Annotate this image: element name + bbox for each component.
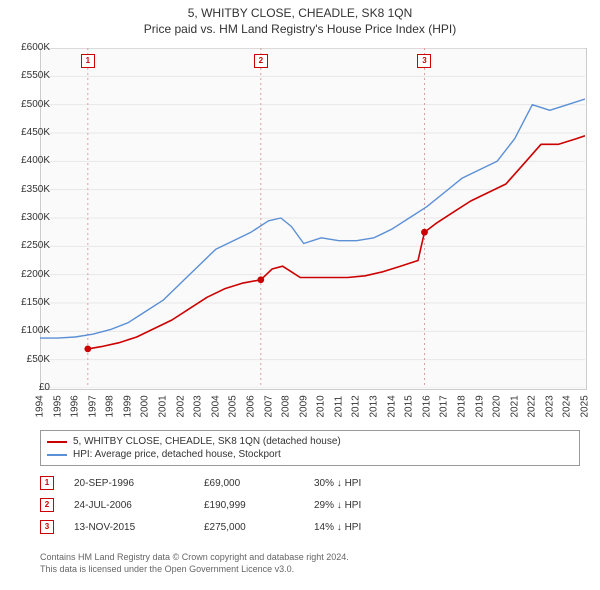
x-tick-label: 2011 [333, 398, 344, 418]
x-tick-label: 2010 [316, 398, 327, 418]
legend-item: 5, WHITBY CLOSE, CHEADLE, SK8 1QN (detac… [47, 435, 573, 448]
footer: Contains HM Land Registry data © Crown c… [40, 552, 580, 575]
x-tick-label: 2016 [421, 398, 432, 418]
x-tick-label: 2012 [351, 398, 362, 418]
legend: 5, WHITBY CLOSE, CHEADLE, SK8 1QN (detac… [40, 430, 580, 466]
sale-row-marker: 1 [40, 476, 54, 490]
x-tick-label: 2018 [456, 398, 467, 418]
x-tick-label: 1997 [87, 398, 98, 418]
y-tick-label: £50K [4, 354, 50, 365]
x-tick-label: 2019 [474, 398, 485, 418]
legend-label: HPI: Average price, detached house, Stoc… [73, 449, 281, 460]
x-tick-label: 2024 [562, 398, 573, 418]
footer-line: Contains HM Land Registry data © Crown c… [40, 552, 580, 564]
sale-marker-box: 2 [254, 54, 268, 68]
sale-marker-box: 1 [81, 54, 95, 68]
sale-row-price: £190,999 [204, 500, 294, 511]
x-tick-label: 2006 [245, 398, 256, 418]
x-tick-label: 2017 [439, 398, 450, 418]
y-tick-label: £500K [4, 99, 50, 110]
legend-swatch [47, 454, 67, 456]
x-tick-label: 2005 [228, 398, 239, 418]
chart-container: 5, WHITBY CLOSE, CHEADLE, SK8 1QN Price … [0, 0, 600, 590]
x-tick-label: 2007 [263, 398, 274, 418]
y-tick-label: £350K [4, 184, 50, 195]
x-tick-label: 2015 [404, 398, 415, 418]
y-tick-label: £400K [4, 155, 50, 166]
x-tick-label: 2025 [580, 398, 591, 418]
legend-label: 5, WHITBY CLOSE, CHEADLE, SK8 1QN (detac… [73, 436, 341, 447]
sale-row-price: £275,000 [204, 522, 294, 533]
chart-title: 5, WHITBY CLOSE, CHEADLE, SK8 1QN [0, 0, 600, 20]
plot-svg [40, 48, 585, 388]
x-tick-label: 2020 [492, 398, 503, 418]
sale-row-price: £69,000 [204, 478, 294, 489]
legend-swatch [47, 441, 67, 443]
y-tick-label: £300K [4, 212, 50, 223]
y-tick-label: £600K [4, 42, 50, 53]
y-tick-label: £100K [4, 325, 50, 336]
sale-row-date: 13-NOV-2015 [74, 522, 184, 533]
x-tick-label: 2014 [386, 398, 397, 418]
sale-row-date: 24-JUL-2006 [74, 500, 184, 511]
sale-marker-box: 3 [417, 54, 431, 68]
x-tick-label: 1998 [105, 398, 116, 418]
y-tick-label: £250K [4, 240, 50, 251]
x-tick-label: 2003 [193, 398, 204, 418]
x-tick-label: 2008 [281, 398, 292, 418]
x-tick-label: 1995 [52, 398, 63, 418]
x-tick-label: 2000 [140, 398, 151, 418]
y-tick-label: £0 [4, 382, 50, 393]
x-tick-label: 2004 [210, 398, 221, 418]
sale-row-marker: 3 [40, 520, 54, 534]
chart-subtitle: Price paid vs. HM Land Registry's House … [0, 20, 600, 40]
x-tick-label: 2022 [527, 398, 538, 418]
y-tick-label: £550K [4, 70, 50, 81]
x-tick-label: 1999 [122, 398, 133, 418]
footer-line: This data is licensed under the Open Gov… [40, 564, 580, 576]
x-tick-label: 1994 [35, 398, 46, 418]
x-tick-label: 2013 [369, 398, 380, 418]
sale-row-diff: 29% ↓ HPI [314, 500, 404, 511]
x-tick-label: 2021 [509, 398, 520, 418]
x-tick-label: 2023 [544, 398, 555, 418]
sale-row-date: 20-SEP-1996 [74, 478, 184, 489]
sale-row: 1 20-SEP-1996 £69,000 30% ↓ HPI [40, 472, 580, 494]
y-tick-label: £150K [4, 297, 50, 308]
sale-row: 2 24-JUL-2006 £190,999 29% ↓ HPI [40, 494, 580, 516]
sale-row: 3 13-NOV-2015 £275,000 14% ↓ HPI [40, 516, 580, 538]
sale-row-diff: 30% ↓ HPI [314, 478, 404, 489]
sale-row-marker: 2 [40, 498, 54, 512]
chart-plot [40, 48, 585, 388]
x-tick-label: 2002 [175, 398, 186, 418]
sales-table: 1 20-SEP-1996 £69,000 30% ↓ HPI 2 24-JUL-2006… [40, 472, 580, 538]
x-tick-label: 2001 [158, 398, 169, 418]
x-tick-label: 2009 [298, 398, 309, 418]
sale-row-diff: 14% ↓ HPI [314, 522, 404, 533]
legend-item: HPI: Average price, detached house, Stoc… [47, 448, 573, 461]
y-tick-label: £450K [4, 127, 50, 138]
y-tick-label: £200K [4, 269, 50, 280]
x-tick-label: 1996 [70, 398, 81, 418]
